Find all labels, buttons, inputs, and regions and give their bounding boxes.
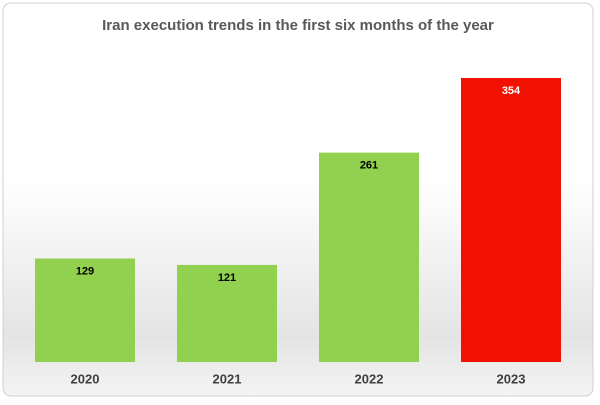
value-label: 354 [502, 85, 521, 97]
chart-title: Iran execution trends in the first six m… [102, 17, 494, 34]
value-label: 129 [76, 265, 94, 277]
x-tick-label: 2021 [213, 371, 242, 386]
value-label: 261 [360, 160, 378, 172]
bar [177, 264, 277, 362]
x-tick-label: 2020 [71, 371, 100, 386]
x-tick-label: 2022 [355, 371, 384, 386]
chart-frame [2, 2, 594, 397]
bar [461, 78, 561, 362]
x-tick-label: 2023 [497, 371, 526, 386]
value-label: 121 [218, 272, 236, 284]
bar [35, 258, 135, 362]
bar [319, 152, 419, 362]
